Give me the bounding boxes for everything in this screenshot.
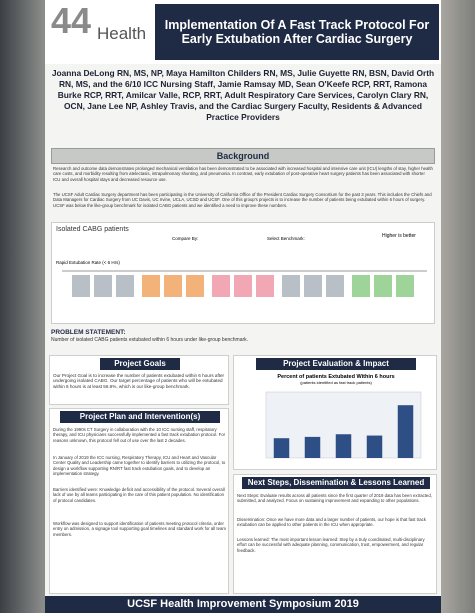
panel-title: Isolated CABG patients (56, 226, 129, 233)
bar (304, 436, 321, 458)
paragraph: The UCSF Adult Cardiac Surgery departmen… (53, 192, 432, 208)
paragraph: Research and outcome data demonstrates p… (53, 166, 433, 182)
paragraph: In January of 2019 the ICC nursing, Resp… (53, 455, 226, 477)
bar (366, 435, 383, 458)
poster-title: Implementation Of A Fast Track Protocol … (155, 4, 439, 60)
logo-number: 44 (51, 0, 92, 41)
poster: 44 Health Implementation Of A Fast Track… (45, 0, 441, 613)
section-heading: Next Steps, Dissemination & Lessons Lear… (242, 477, 430, 489)
plan-box: Project Plan and Intervention(s) During … (49, 408, 229, 594)
bar (335, 434, 352, 458)
section-heading: Project Goals (100, 358, 180, 370)
label: Select Benchmark: (267, 236, 305, 241)
label: Rapid Extubation Rate (< 6 Hrs) (56, 260, 120, 265)
section-heading: Project Evaluation & Impact (256, 358, 416, 370)
paragraph: Next Steps: Evaluate results across all … (237, 493, 432, 504)
section-heading: Project Plan and Intervention(s) (60, 411, 220, 423)
next-box: Next Steps, Dissemination & Lessons Lear… (233, 474, 437, 594)
chart-subtitle: (patients identified as fast track patie… (300, 380, 372, 385)
paragraph: Our Project Goal is to increase the numb… (53, 373, 225, 389)
authors: Joanna DeLong RN, MS, NP, Maya Hamilton … (51, 68, 435, 122)
footer: UCSF Health Improvement Symposium 2019 (45, 596, 441, 613)
tiles (72, 275, 414, 297)
paragraph: Dissemination: Once we have more data an… (237, 517, 426, 528)
header: 44 Health Implementation Of A Fast Track… (45, 0, 441, 64)
tile-strip (62, 270, 427, 297)
bar (273, 438, 290, 458)
bar (397, 405, 414, 458)
problem-text: Number of isolated CABG patients extubat… (51, 337, 249, 343)
label: Compare By: (172, 236, 199, 241)
section-heading: Background (51, 148, 435, 164)
paragraph: Barriers identified were: Knowledge defi… (53, 487, 225, 503)
logo-word: Health (97, 24, 147, 43)
chart-title: Percent of patients Extubated Within 6 h… (277, 374, 394, 380)
label: Higher is better (382, 233, 416, 239)
goals-box: Project Goals Our Project Goal is to inc… (49, 355, 229, 405)
bar-chart: Percent of patients Extubated Within 6 h… (265, 374, 422, 459)
benchmark-panel: Isolated CABG patients Compare By: Selec… (51, 222, 435, 324)
evaluation-box: Project Evaluation & Impact Percent of p… (233, 355, 437, 470)
problem-heading: PROBLEM STATEMENT: (51, 329, 126, 336)
paragraph: Workflow was designed to support identif… (53, 521, 226, 537)
paragraph: During the 1990s CT Surgery in collabora… (53, 427, 226, 443)
paragraph: Lessons learned: The most important less… (237, 537, 425, 553)
